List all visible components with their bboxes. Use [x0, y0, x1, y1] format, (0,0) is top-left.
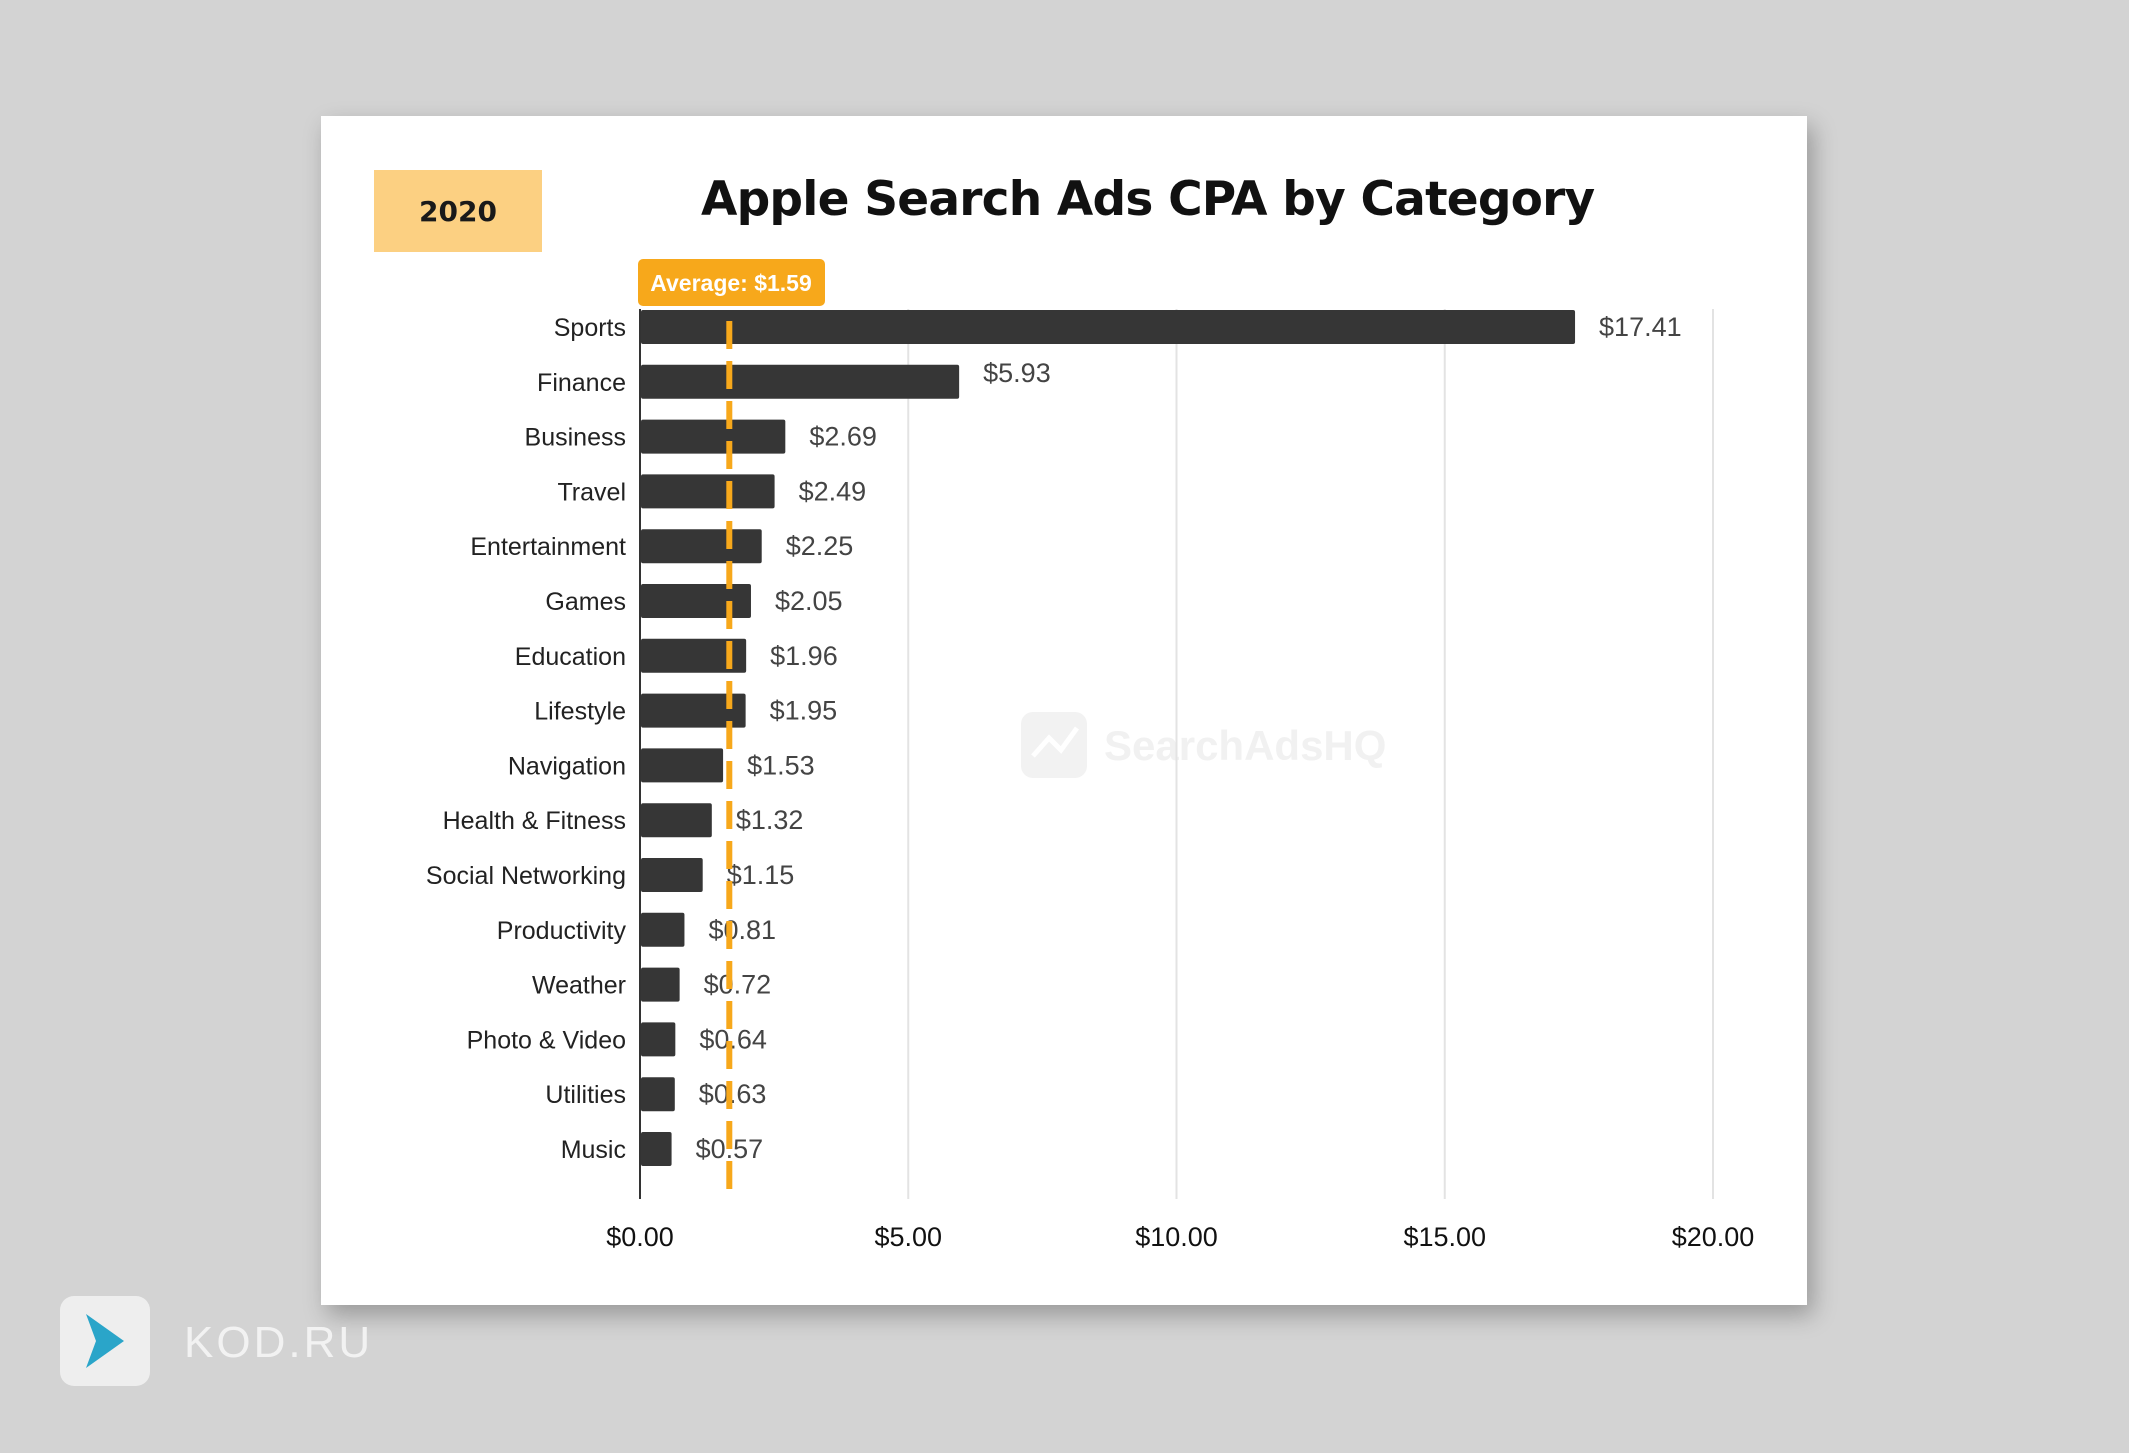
value-label: $0.72 — [704, 970, 772, 1000]
value-label: $1.32 — [736, 805, 804, 835]
value-label: $2.49 — [799, 476, 867, 506]
bar — [641, 912, 685, 947]
value-label: $1.53 — [747, 750, 815, 780]
watermark-text: SearchAdsHQ — [1104, 722, 1386, 769]
value-label: $0.81 — [708, 915, 776, 945]
chart-line-icon — [1021, 712, 1087, 778]
category-label: Productivity — [497, 917, 627, 945]
value-label: $1.95 — [770, 696, 838, 726]
category-label: Education — [515, 643, 626, 671]
bar — [641, 474, 775, 509]
x-tick-label: $20.00 — [1672, 1222, 1755, 1252]
value-label: $5.93 — [983, 358, 1051, 388]
value-label: $0.64 — [699, 1024, 767, 1054]
category-label: Lifestyle — [534, 698, 626, 726]
bar — [641, 584, 751, 618]
bar — [641, 364, 960, 399]
bar — [641, 529, 762, 564]
category-label: Sports — [554, 314, 626, 342]
value-label: $1.96 — [770, 641, 838, 671]
category-label: Games — [545, 588, 626, 616]
category-label: Weather — [532, 972, 626, 1000]
kod-logo — [60, 1296, 150, 1386]
chart-card: 2020 Apple Search Ads CPA by Category Se… — [321, 116, 1807, 1305]
category-label: Navigation — [508, 752, 626, 780]
category-label: Travel — [557, 478, 626, 506]
bar — [641, 638, 747, 673]
value-label: $0.63 — [699, 1079, 767, 1109]
play-arrow-icon — [86, 1314, 124, 1368]
bar — [641, 748, 724, 783]
value-label: $17.41 — [1599, 312, 1682, 342]
bar — [641, 803, 712, 838]
bar — [641, 419, 786, 454]
bar — [641, 858, 703, 892]
value-label: $2.05 — [775, 586, 843, 616]
category-label: Music — [561, 1136, 626, 1164]
average-label: Average: $1.59 — [650, 270, 812, 296]
bar — [641, 693, 746, 728]
watermark: SearchAdsHQ — [1021, 712, 1386, 778]
category-label: Utilities — [545, 1081, 626, 1109]
x-tick-label: $0.00 — [606, 1222, 674, 1252]
bar — [641, 1132, 672, 1166]
x-tick-label: $5.00 — [874, 1222, 942, 1252]
value-label: $1.15 — [727, 860, 795, 890]
category-label: Entertainment — [470, 533, 626, 561]
bar — [641, 1022, 676, 1057]
x-tick-label: $10.00 — [1135, 1222, 1218, 1252]
chart-title: Apple Search Ads CPA by Category — [701, 172, 1595, 227]
x-tick-label: $15.00 — [1403, 1222, 1486, 1252]
bar — [641, 310, 1576, 344]
category-label: Business — [525, 424, 626, 452]
year-badge: 2020 — [374, 170, 542, 252]
category-label: Health & Fitness — [443, 807, 626, 835]
bar-chart: SearchAdsHQ $0.00 $5.00 $10.00 $15.00 $20.00 S… — [426, 259, 1755, 1252]
category-label: Photo & Video — [467, 1026, 626, 1054]
average-badge — [638, 259, 825, 306]
value-label: $2.69 — [809, 422, 877, 452]
kod-brand: KOD.RU — [184, 1318, 374, 1367]
bar — [641, 1077, 675, 1112]
category-label: Social Networking — [426, 862, 626, 890]
value-label: $2.25 — [786, 531, 854, 561]
category-label: Finance — [537, 369, 626, 397]
bar — [641, 967, 680, 1002]
